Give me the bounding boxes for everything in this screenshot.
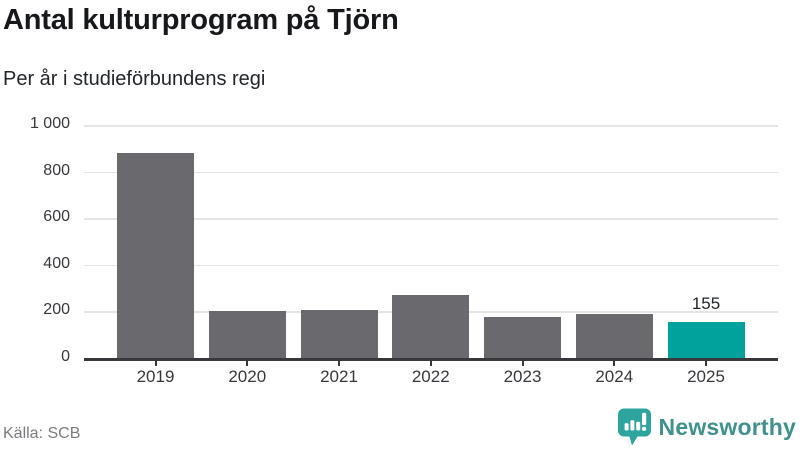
chart-title: Antal kulturprogram på Tjörn: [3, 4, 399, 36]
x-axis-tick: [705, 360, 707, 366]
newsworthy-logo-icon: [617, 408, 651, 446]
x-axis-tick-label: 2025: [687, 367, 725, 386]
y-axis-tick-label: 600: [43, 208, 70, 226]
y-axis-tick-label: 200: [43, 301, 70, 319]
gridline-800: [84, 171, 778, 174]
x-axis-tick-label: 2023: [503, 367, 542, 386]
y-axis-tick-label: 1 000: [29, 115, 70, 132]
x-axis-tick-label: 2021: [320, 367, 358, 386]
newsworthy-logo: Newsworthy: [617, 408, 796, 446]
x-axis-tick: [246, 360, 249, 366]
x-axis-tick: [338, 360, 340, 366]
x-axis-tick-label: 2022: [411, 367, 450, 386]
plot-area: 155: [84, 125, 778, 361]
y-axis-tick-label: 400: [43, 254, 70, 272]
bar-2020: [208, 311, 286, 358]
y-axis-tick-label: 800: [43, 161, 70, 179]
x-axis-tick-label: 2019: [136, 367, 175, 386]
bar-2021: [300, 310, 378, 358]
source-label: Källa: SCB: [3, 425, 81, 442]
bar-2024: [575, 313, 653, 358]
x-axis-tick: [521, 360, 524, 366]
bar-2022: [392, 295, 470, 358]
x-axis-tick: [154, 360, 157, 366]
bar-value-label: 155: [691, 293, 721, 313]
chart-subtitle: Per år i studieförbundens regi: [3, 68, 266, 90]
gridline-1000: [84, 125, 778, 127]
x-axis-tick-label: 2024: [595, 367, 634, 386]
newsworthy-logo-text: Newsworthy: [658, 413, 796, 440]
x-axis-tick: [429, 360, 432, 366]
gridline-400: [84, 264, 778, 267]
x-axis-tick-label: 2020: [228, 367, 267, 386]
y-axis-tick-label: 0: [61, 348, 70, 365]
bar-2023: [484, 317, 561, 358]
x-axis-tick: [613, 360, 616, 366]
bar-2019: [117, 152, 194, 358]
gridline-600: [84, 218, 778, 220]
bar-2025: [667, 321, 745, 358]
